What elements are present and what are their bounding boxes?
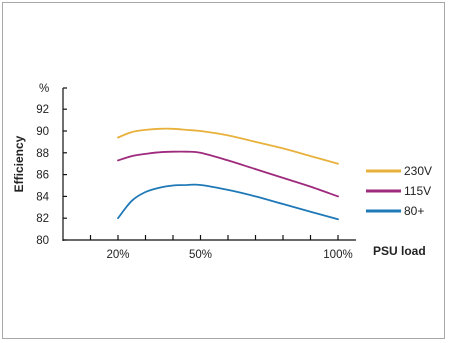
x-axis-title: PSU load (373, 244, 426, 258)
axes (62, 88, 356, 241)
chart-frame (2, 2, 445, 339)
y-tick-label-82: 82 (36, 213, 49, 225)
y-tick-label-88: 88 (36, 148, 49, 160)
y-ticks: 80 82 84 86 88 90 92 (36, 87, 67, 247)
y-tick-label-86: 86 (36, 170, 49, 182)
legend: 230V 115V 80+ (366, 164, 432, 218)
series-line-80 (117, 183, 339, 221)
y-axis-title: Efficiency (12, 135, 26, 192)
y-tick-label-80: 80 (36, 235, 49, 247)
x-tick-label-50: 50% (189, 249, 212, 261)
series-line-115v (117, 150, 339, 198)
x-ticks: 20% 50% 100% (89, 235, 353, 261)
legend-label-230v: 230V (404, 164, 432, 178)
series-line-230v (117, 127, 339, 165)
y-tick-label-84: 84 (36, 191, 49, 203)
series-lines (117, 127, 339, 221)
y-tick-label-90: 90 (36, 126, 49, 138)
y-tick-label-92: 92 (36, 104, 49, 116)
legend-label-115v: 115V (404, 184, 431, 198)
x-tick-label-20: 20% (106, 249, 129, 261)
x-tick-label-100: 100% (323, 249, 352, 261)
y-unit-label: % (39, 83, 49, 95)
legend-label-80: 80+ (404, 204, 424, 218)
